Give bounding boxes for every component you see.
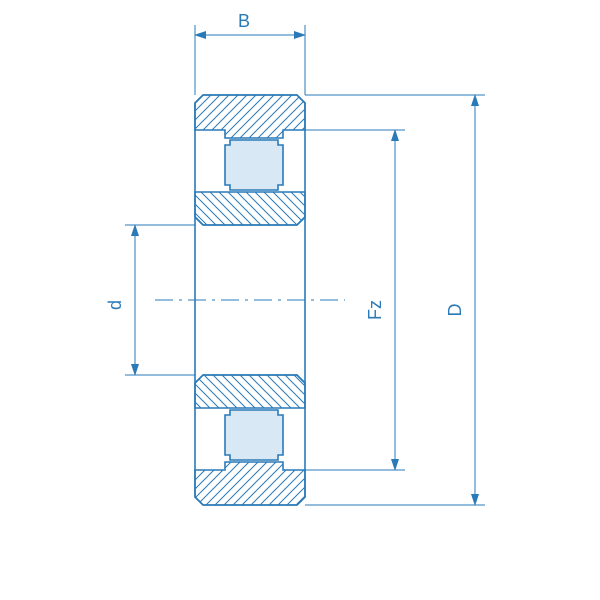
dimension-labels: Bd Fz D (105, 11, 465, 320)
dim-label-D: D (445, 304, 465, 317)
dim-label-B: B (238, 11, 250, 31)
bearing-cross-section: Bd Fz D (0, 0, 600, 600)
dim-label-Fz: Fz (365, 300, 385, 320)
dim-label-d: d (105, 300, 125, 310)
